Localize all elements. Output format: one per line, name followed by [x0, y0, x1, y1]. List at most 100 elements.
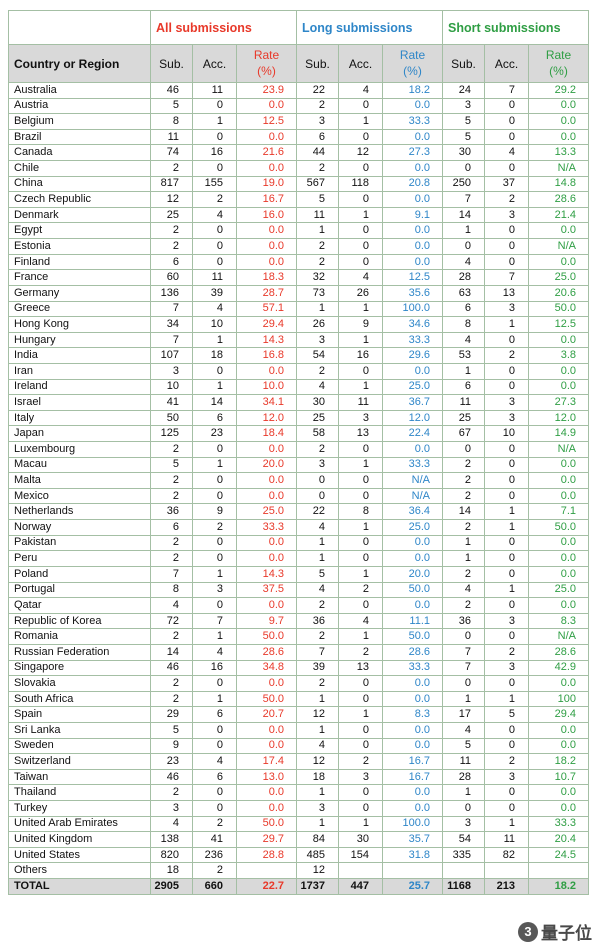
all-sub-cell: 41 — [150, 394, 193, 411]
short-acc-cell: 3 — [484, 768, 529, 786]
table-row: Belgium 8 1 12.5 3 1 33.3 5 0 0.0 — [8, 113, 589, 130]
country-cell: Sweden — [8, 737, 151, 755]
short-rate-cell: 0.0 — [528, 550, 589, 567]
country-cell: Portugal — [8, 581, 151, 599]
table-row: Israel 41 14 34.1 30 11 36.7 11 3 27.3 — [8, 394, 589, 411]
long-rate-cell: 100.0 — [382, 300, 443, 318]
short-rate-cell: N/A — [528, 160, 589, 177]
long-sub-cell: 26 — [296, 316, 339, 333]
short-rate-cell: 18.2 — [528, 878, 589, 895]
short-rate-cell: 8.3 — [528, 612, 589, 630]
short-sub-cell: 1 — [442, 784, 485, 802]
country-cell: Peru — [8, 550, 151, 567]
all-acc-cell: 11 — [192, 269, 237, 286]
short-acc-cell: 0 — [484, 97, 529, 115]
country-cell: Romania — [8, 628, 151, 645]
rate-header-line1: Rate — [545, 47, 572, 62]
short-sub-cell: 14 — [442, 206, 485, 224]
long-acc-cell: 0 — [338, 737, 383, 755]
all-rate-cell: 0.0 — [236, 721, 297, 739]
long-acc-cell: 1 — [338, 113, 383, 130]
corner-cell — [8, 10, 151, 45]
all-acc-cell: 4 — [192, 753, 237, 770]
long-rate-cell: 34.6 — [382, 316, 443, 333]
short-sub-cell: 1 — [442, 534, 485, 552]
all-sub-cell: 2 — [150, 784, 193, 802]
short-rate-cell: N/A — [528, 628, 589, 645]
short-rate-cell: 0.0 — [528, 597, 589, 614]
table-row: Spain 29 6 20.7 12 1 8.3 17 5 29.4 — [8, 706, 589, 723]
all-rate-cell: 0.0 — [236, 534, 297, 552]
all-rate-cell: 29.4 — [236, 316, 297, 333]
all-acc-cell: 0 — [192, 362, 237, 380]
long-sub-cell: 7 — [296, 643, 339, 661]
short-rate-cell: 42.9 — [528, 659, 589, 677]
col-header-rate-all: Rate (%) — [236, 44, 297, 83]
short-acc-cell: 0 — [484, 378, 529, 396]
all-sub-cell: 3 — [150, 800, 193, 817]
short-rate-cell: 100 — [528, 690, 589, 708]
short-sub-cell: 2 — [442, 487, 485, 505]
short-acc-cell: 37 — [484, 175, 529, 193]
long-acc-cell: 4 — [338, 612, 383, 630]
col-header-sub-short: Sub. — [442, 44, 485, 83]
short-acc-cell: 0 — [484, 128, 529, 146]
long-acc-cell: 1 — [338, 815, 383, 833]
long-sub-cell: 12 — [296, 753, 339, 770]
all-sub-cell: 8 — [150, 581, 193, 599]
short-rate-cell: 0.0 — [528, 721, 589, 739]
short-rate-cell: 14.8 — [528, 175, 589, 193]
all-acc-cell: 18 — [192, 347, 237, 364]
long-rate-cell: N/A — [382, 472, 443, 489]
short-sub-cell: 28 — [442, 768, 485, 786]
all-sub-cell: 5 — [150, 721, 193, 739]
rate-header-line2: (%) — [403, 63, 422, 78]
short-rate-cell: 0.0 — [528, 362, 589, 380]
short-sub-cell: 335 — [442, 846, 485, 864]
long-acc-cell: 0 — [338, 191, 383, 208]
country-cell: United Kingdom — [8, 831, 151, 848]
all-acc-cell: 1 — [192, 113, 237, 130]
short-sub-cell: 5 — [442, 128, 485, 146]
long-sub-cell: 0 — [296, 472, 339, 489]
watermark-text: 量子位 — [541, 924, 592, 943]
long-sub-cell: 4 — [296, 737, 339, 755]
short-acc-cell: 0 — [484, 253, 529, 271]
all-rate-cell: 0.0 — [236, 487, 297, 505]
short-sub-cell: 3 — [442, 97, 485, 115]
country-cell: India — [8, 347, 151, 364]
rate-header-line1: Rate — [253, 47, 280, 62]
table-row: Others 18 2 12 — [8, 862, 589, 880]
long-sub-cell: 84 — [296, 831, 339, 848]
short-acc-cell: 1 — [484, 503, 529, 521]
all-sub-cell: 2 — [150, 534, 193, 552]
long-acc-cell: 0 — [338, 800, 383, 817]
long-acc-cell: 0 — [338, 784, 383, 802]
long-acc-cell: 1 — [338, 206, 383, 224]
long-sub-cell: 22 — [296, 503, 339, 521]
table-row: South Africa 2 1 50.0 1 0 0.0 1 1 100 — [8, 690, 589, 708]
short-rate-cell: 28.6 — [528, 643, 589, 661]
long-acc-cell: 3 — [338, 768, 383, 786]
long-sub-cell: 18 — [296, 768, 339, 786]
col-header-country: Country or Region — [8, 44, 151, 83]
long-sub-cell: 25 — [296, 409, 339, 427]
long-sub-cell: 4 — [296, 581, 339, 599]
all-sub-cell: 25 — [150, 206, 193, 224]
table-row: Greece 7 4 57.1 1 1 100.0 6 3 50.0 — [8, 300, 589, 318]
short-sub-cell: 6 — [442, 378, 485, 396]
all-acc-cell: 2 — [192, 815, 237, 833]
long-acc-cell: 447 — [338, 878, 383, 895]
short-sub-cell: 53 — [442, 347, 485, 364]
short-sub-cell: 1168 — [442, 878, 485, 895]
short-acc-cell: 0 — [484, 800, 529, 817]
watermark-badge: 3 — [518, 921, 538, 942]
all-rate-cell: 18.4 — [236, 425, 297, 443]
short-acc-cell: 3 — [484, 659, 529, 677]
table-row: United Arab Emirates 4 2 50.0 1 1 100.0 3 1 33.3 — [8, 815, 589, 833]
short-acc-cell: 0 — [484, 441, 529, 458]
long-acc-cell: 0 — [338, 97, 383, 115]
table-row: Mexico 2 0 0.0 0 0 N/A 2 0 0.0 — [8, 487, 589, 505]
country-cell: Poland — [8, 565, 151, 583]
all-rate-cell: 16.0 — [236, 206, 297, 224]
